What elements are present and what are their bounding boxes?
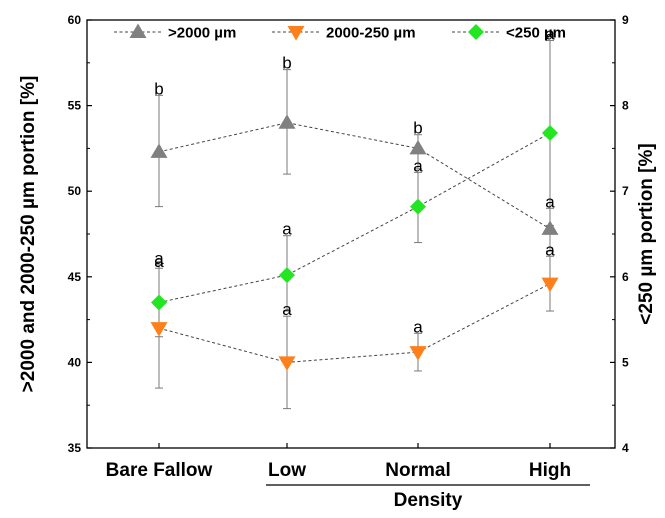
legend-item-1-label: >2000 µm: [168, 25, 236, 42]
y-right-tick-label: 8: [622, 99, 629, 113]
x-category-label: Low: [268, 460, 306, 481]
y-right-tick-label: 4: [622, 441, 629, 455]
series-3-significance-letter: a: [282, 220, 292, 239]
y-right-axis-title: <250 µm portion [%]: [636, 143, 657, 324]
series-3-significance-letter: a: [154, 249, 164, 268]
y-left-tick-label: 45: [68, 270, 82, 284]
series-2-significance-letter: a: [413, 317, 423, 336]
x-category-label: High: [529, 460, 571, 481]
y-right-tick-label: 5: [622, 355, 629, 369]
series-2-point: [541, 277, 559, 293]
series-2-significance-letter: a: [154, 252, 164, 271]
series-1-significance-letter: b: [154, 79, 163, 98]
y-left-tick-label: 60: [68, 13, 82, 27]
x-category-label: Normal: [385, 460, 450, 481]
series-3-significance-letter: a: [545, 25, 555, 44]
series-2-point: [278, 356, 296, 371]
series-2-significance-letter: a: [545, 240, 555, 259]
plot-frame: [86, 19, 616, 449]
legend-item-3-label: <250 µm: [506, 25, 566, 42]
series-3-point: [151, 294, 167, 311]
series-3-point: [410, 198, 426, 215]
series-1-significance-letter: b: [282, 54, 291, 73]
series-1-significance-letter: b: [413, 119, 422, 138]
x-group-label: Density: [394, 490, 463, 511]
series-1-line: [158, 122, 551, 230]
series-1-significance-letter: a: [545, 192, 555, 211]
series-3-point: [279, 267, 295, 284]
y-left-tick-label: 40: [68, 355, 82, 369]
legend-item-2-label: 2000-250 µm: [326, 25, 416, 42]
series-2-significance-letter: a: [282, 300, 292, 319]
series-1-point: [541, 220, 559, 235]
y-left-tick-label: 55: [68, 99, 82, 113]
y-left-tick-label: 35: [68, 441, 82, 455]
y-right-tick-label: 9: [622, 13, 629, 27]
series-1-point: [278, 114, 296, 129]
legend-item-2-marker: [287, 26, 305, 41]
series-1-point: [409, 139, 427, 155]
series-3-point: [542, 124, 558, 141]
y-left-axis-title: >2000 and 2000-250 µm portion [%]: [18, 76, 39, 393]
y-right-tick-label: 7: [622, 184, 629, 198]
series-3-significance-letter: a: [413, 156, 423, 175]
series-1-point: [150, 143, 168, 158]
x-category-label: Bare Fallow: [106, 460, 213, 481]
series-2-line: [158, 283, 551, 363]
series-2-point: [150, 322, 168, 337]
y-left-tick-label: 50: [68, 184, 82, 198]
legend-item-3-marker: [468, 24, 484, 40]
series-3-line: [158, 132, 551, 303]
legend-item-1-marker: [129, 23, 147, 38]
series-2-point: [409, 346, 427, 361]
y-right-tick-label: 6: [622, 270, 629, 284]
